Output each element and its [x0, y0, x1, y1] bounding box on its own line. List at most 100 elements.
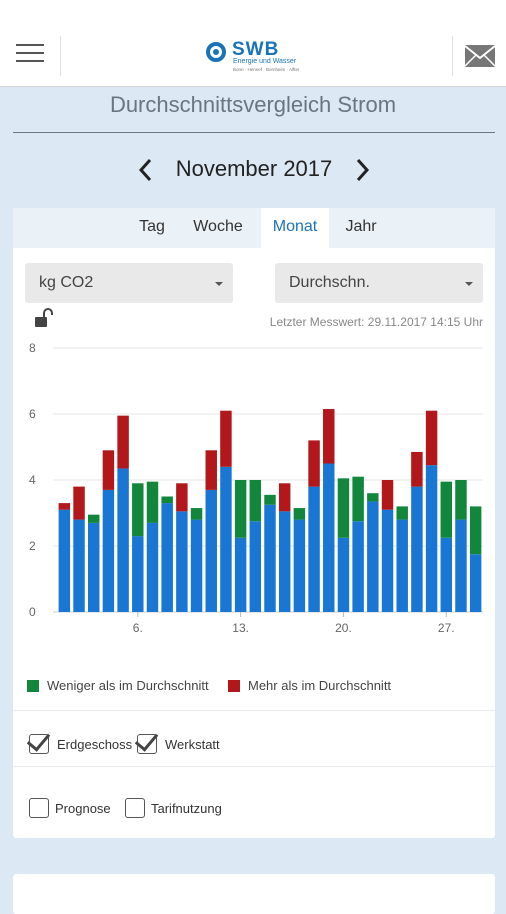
header-divider-left	[60, 36, 61, 76]
bar-segment	[264, 494, 276, 505]
bar-segment	[161, 503, 173, 612]
app-header: SWB Energie und Wasser Bonn · Hennef · B…	[0, 0, 506, 87]
checkbox-prognose[interactable]	[29, 798, 49, 818]
logo-mark-icon	[206, 42, 226, 62]
month-navigator: November 2017	[0, 152, 506, 188]
bar-segment	[308, 486, 320, 612]
checkbox-label-tarifnutzung[interactable]: Tarifnutzung	[151, 801, 222, 816]
y-tick-label: 8	[29, 341, 36, 355]
bar-segment	[176, 483, 188, 512]
bar-segment	[146, 481, 159, 523]
y-tick-label: 6	[29, 407, 36, 421]
last-measurement: Letzter Messwert: 29.11.2017 14:15 Uhr	[269, 315, 483, 329]
bar-segment	[264, 504, 276, 612]
bar-segment	[337, 537, 350, 612]
bar-segment	[323, 409, 335, 464]
chevron-right-icon[interactable]	[352, 158, 372, 182]
bar-segment	[73, 486, 85, 520]
bar-segment	[102, 450, 115, 490]
checkbox-werkstatt[interactable]	[134, 727, 159, 754]
bar-segment	[469, 554, 482, 612]
tab-woche[interactable]: Woche	[193, 218, 243, 235]
page-title: Durchschnittsvergleich Strom	[109, 92, 397, 117]
checkbox-label-erdgeschoss[interactable]: Erdgeschoss	[57, 737, 133, 752]
bar-segment	[455, 480, 467, 520]
bar-segment	[293, 519, 306, 612]
bar-segment	[73, 519, 85, 612]
bar-segment	[352, 521, 364, 612]
bar-segment	[440, 481, 453, 538]
legend-swatch-less	[27, 680, 39, 692]
bar-segment	[117, 468, 129, 612]
mail-icon[interactable]	[464, 44, 496, 68]
hamburger-menu-icon[interactable]	[16, 40, 46, 66]
caret-down-icon	[465, 282, 473, 286]
consumption-chart: 0 2 4 6 8 6. 13. 20. 27.	[29, 341, 483, 635]
legend-label-more: Mehr als im Durchschnitt	[248, 678, 392, 693]
caret-down-icon	[215, 282, 223, 286]
mode-select[interactable]: Durchschn.	[275, 263, 483, 303]
logo-text: SWB	[232, 39, 280, 60]
chevron-left-icon[interactable]	[136, 158, 156, 182]
x-tick-label: 13.	[232, 621, 249, 635]
chart-card: Tag Woche Monat Jahr kg CO2 Durchschn. L…	[13, 208, 495, 838]
header-divider-right	[452, 36, 453, 76]
bar-segment	[190, 519, 203, 612]
bar-segment	[396, 519, 408, 612]
bar-segment	[367, 493, 379, 502]
tab-tag[interactable]: Tag	[139, 218, 165, 235]
tab-jahr[interactable]: Jahr	[345, 218, 377, 235]
logo-subtitle: Energie und Wasser	[233, 58, 297, 65]
bar-segment	[425, 465, 438, 612]
bar-segment	[293, 508, 306, 520]
bar-segment	[249, 521, 262, 612]
bar-segment	[469, 506, 482, 555]
unit-select[interactable]: kg CO2	[25, 263, 233, 303]
checkbox-erdgeschoss[interactable]	[26, 727, 51, 754]
bar-segment	[411, 451, 423, 487]
bar-segment	[102, 489, 115, 612]
y-tick-label: 0	[29, 605, 36, 619]
unit-select-value: kg CO2	[39, 274, 94, 291]
unlock-icon[interactable]	[33, 308, 55, 328]
bar-segment	[278, 511, 291, 612]
tab-monat[interactable]: Monat	[261, 208, 329, 248]
bar-segment	[234, 537, 247, 612]
y-tick-label: 4	[29, 473, 36, 487]
bar-segment	[278, 483, 291, 512]
bar-segment	[132, 536, 144, 612]
month-label: November 2017	[175, 156, 333, 181]
bar-segment	[220, 466, 232, 612]
title-underline	[13, 132, 495, 133]
divider	[13, 766, 495, 767]
y-tick-label: 2	[29, 539, 36, 553]
bar-segment	[205, 489, 217, 612]
bar-segment	[146, 522, 159, 612]
bar-segment	[161, 496, 173, 504]
bar-segment	[205, 450, 217, 490]
bar-segment	[381, 509, 394, 612]
checkbox-tarifnutzung[interactable]	[125, 798, 145, 818]
x-tick-label: 6.	[133, 621, 143, 635]
bar-segment	[190, 508, 203, 520]
period-tabs: Tag Woche Monat Jahr	[13, 208, 495, 248]
checkbox-label-prognose[interactable]: Prognose	[55, 801, 111, 816]
logo-small-text: Bonn · Hennef · Bornheim · Alfter	[233, 67, 300, 72]
legend-label-less: Weniger als im Durchschnitt	[47, 678, 209, 693]
bar-segment	[367, 501, 379, 612]
bar-segment	[396, 506, 408, 520]
x-tick-label: 20.	[335, 621, 352, 635]
bar-segment	[234, 480, 247, 538]
bar-segment	[220, 410, 232, 467]
bar-segment	[176, 511, 188, 612]
secondary-card	[13, 874, 495, 914]
bar-segment	[117, 415, 129, 469]
bar-segment	[352, 476, 364, 522]
bar-segment	[425, 410, 438, 466]
checkbox-label-werkstatt[interactable]: Werkstatt	[165, 737, 220, 752]
bar-segment	[455, 519, 467, 612]
bar-segment	[411, 486, 423, 612]
bar-segment	[58, 509, 71, 612]
swb-logo: SWB Energie und Wasser Bonn · Hennef · B…	[200, 36, 310, 76]
mode-select-value: Durchschn.	[289, 274, 370, 291]
